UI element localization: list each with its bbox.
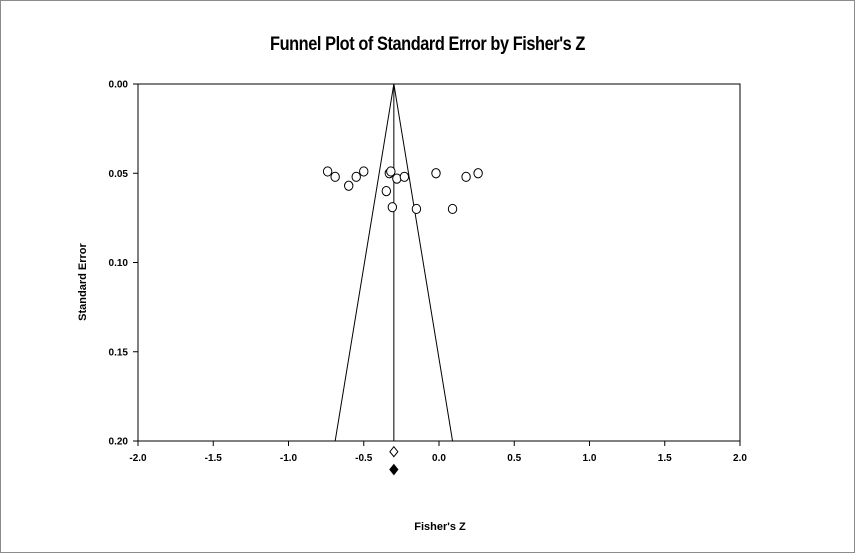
- y-tick-label: 0.20: [109, 437, 129, 448]
- study-point: [386, 166, 396, 177]
- study-point: [359, 166, 369, 177]
- funnel-left-boundary: [334, 83, 395, 442]
- x-tick-label: 1.0: [583, 453, 597, 464]
- plot-area-border: [137, 83, 741, 442]
- study-point: [411, 203, 422, 215]
- y-tick-label: 0.15: [109, 347, 129, 358]
- study-point: [344, 180, 354, 191]
- chart-title: Funnel Plot of Standard Error by Fisher'…: [270, 34, 585, 55]
- study-point: [431, 168, 441, 179]
- study-point: [399, 171, 410, 182]
- x-tick-label: 1.5: [658, 453, 672, 464]
- study-point: [392, 173, 402, 184]
- study-point: [461, 171, 471, 182]
- x-tick-label: -1.0: [280, 453, 298, 464]
- study-point: [387, 202, 398, 213]
- y-tick-label: 0.00: [109, 80, 129, 91]
- y-tick-label: 0.05: [109, 169, 129, 180]
- study-point: [473, 168, 483, 179]
- x-tick-label: -0.5: [355, 453, 373, 464]
- y-tick-label: 0.10: [109, 258, 129, 269]
- x-tick-label: -1.5: [205, 453, 223, 464]
- funnel-right-boundary: [393, 83, 454, 442]
- study-point: [330, 171, 340, 182]
- x-axis-label: Fisher's Z: [414, 521, 466, 533]
- x-tick-label: 2.0: [733, 453, 747, 464]
- study-point: [322, 166, 333, 177]
- study-point: [351, 171, 361, 182]
- summary-open-diamond: [389, 445, 399, 458]
- summary-filled-diamond: [389, 463, 399, 476]
- x-tick-label: 0.5: [507, 453, 521, 464]
- x-tick-label: 0.0: [432, 453, 446, 464]
- study-point: [447, 203, 458, 215]
- x-tick-label: -2.0: [129, 453, 147, 464]
- study-point: [381, 186, 392, 197]
